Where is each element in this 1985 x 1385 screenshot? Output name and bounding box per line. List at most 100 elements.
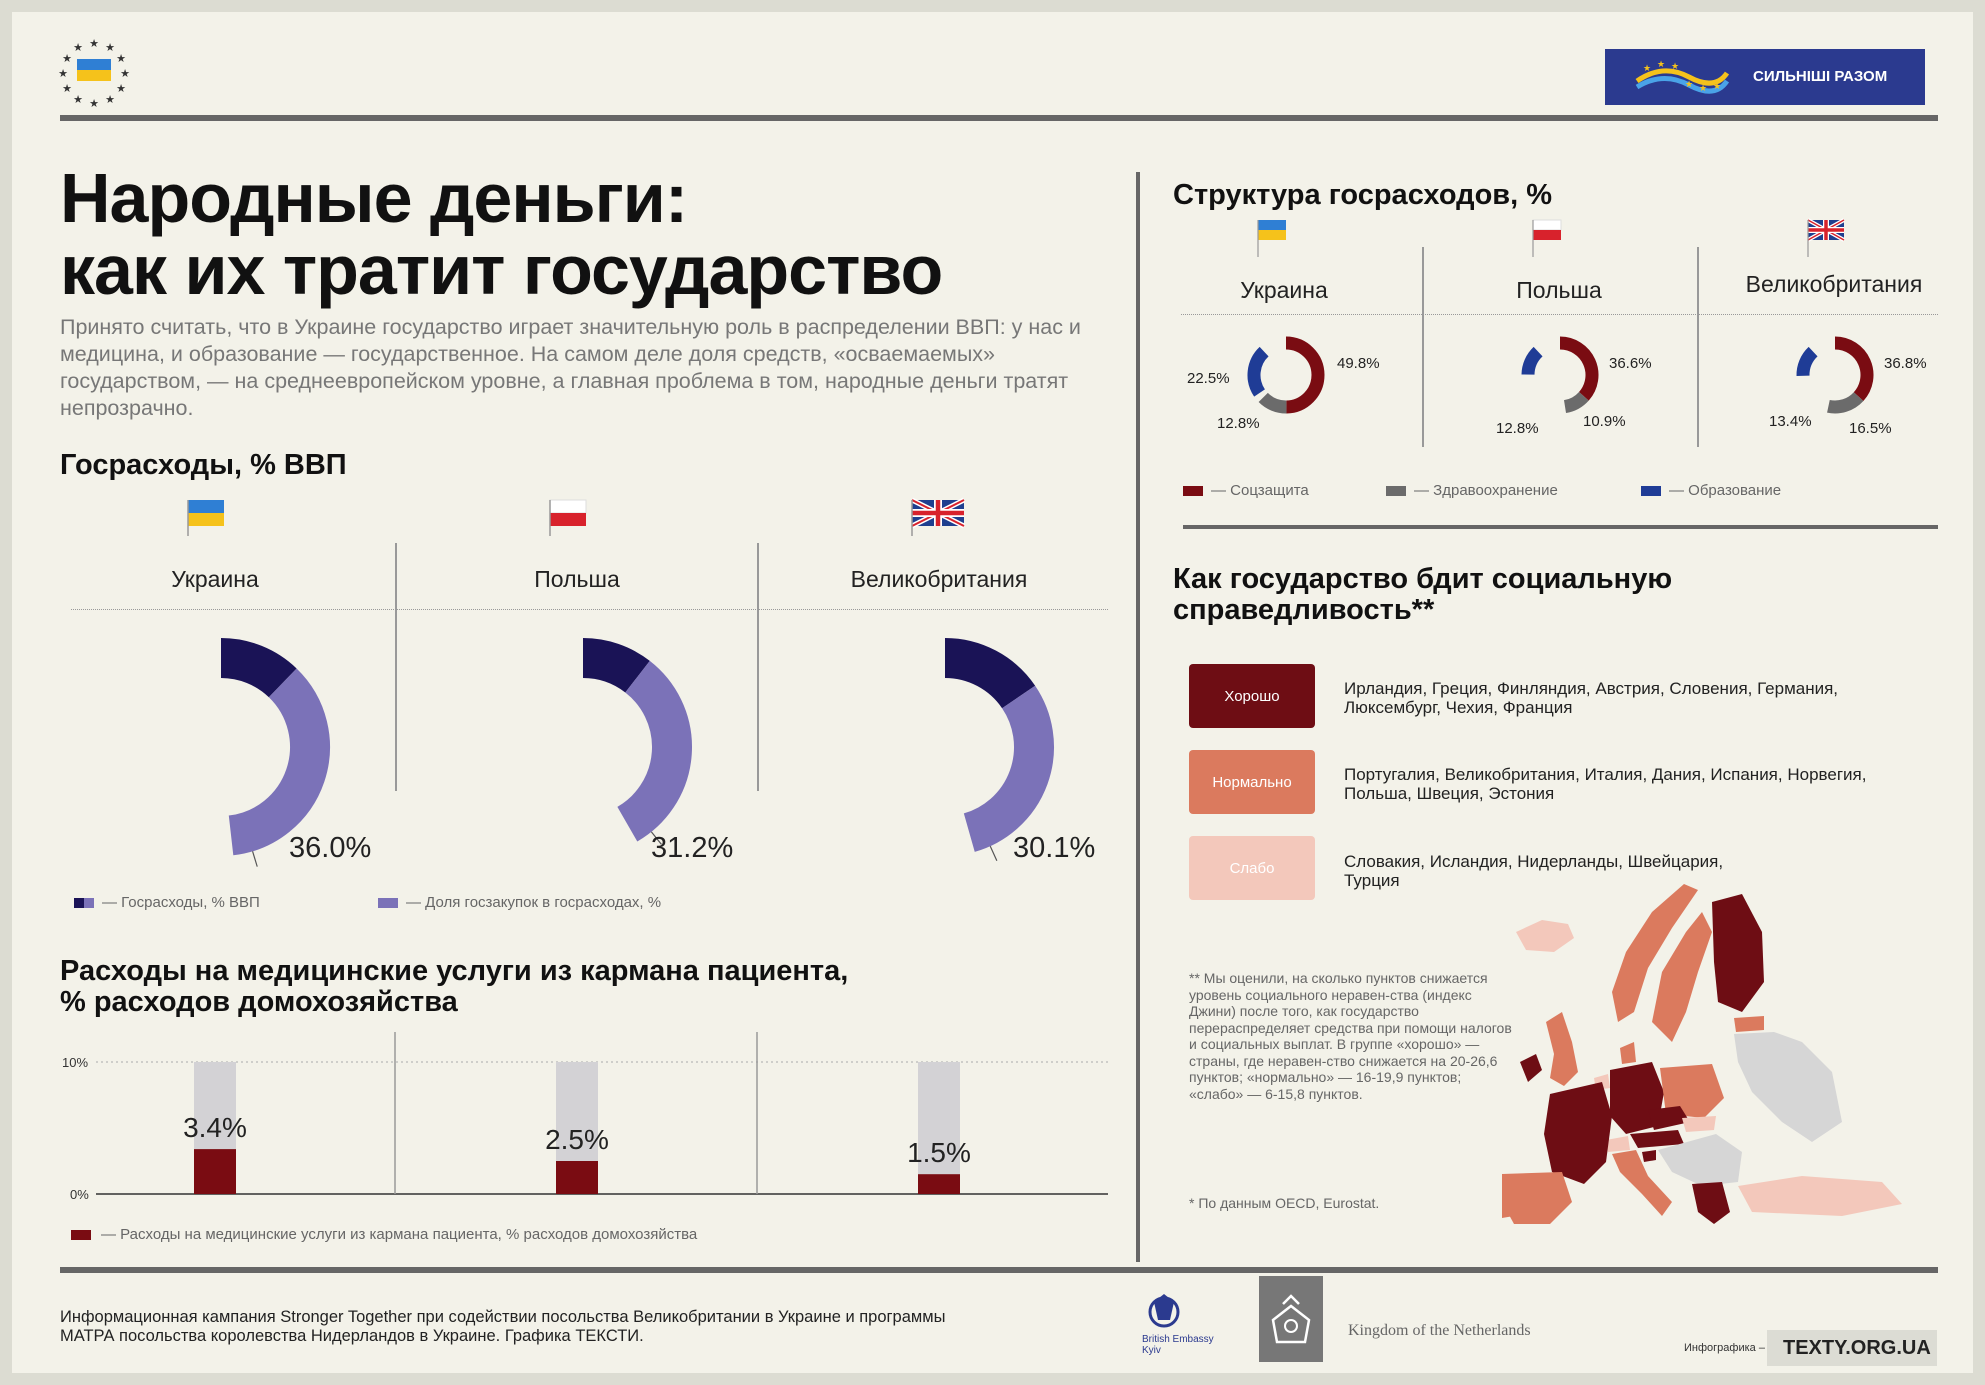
legend-swatch — [74, 897, 94, 908]
svg-text:★: ★ — [1713, 81, 1721, 91]
svg-text:★: ★ — [1657, 59, 1665, 69]
uk-flag-small-icon — [1807, 218, 1845, 257]
svg-text:★: ★ — [1671, 61, 1679, 71]
structure-bottom-divider — [1183, 525, 1938, 529]
top-divider — [60, 115, 1938, 121]
structure-segment-health — [1258, 392, 1287, 414]
gdp-spending-title: Госрасходы, % ВВП — [60, 449, 347, 481]
donut-leader-line — [252, 851, 258, 867]
oop-bar-value — [918, 1174, 960, 1194]
structure-country-poland: Польша — [1516, 277, 1602, 303]
svg-text:★: ★ — [89, 38, 99, 50]
infographic-credit-label: Инфографика – — [1684, 1342, 1765, 1354]
structure-country-ukraine: Украина — [1240, 277, 1328, 303]
ua-soc-label: 49.8% — [1337, 355, 1380, 372]
oop-bar-value-label: 1.5% — [907, 1137, 971, 1168]
gb-health-label: 16.5% — [1849, 420, 1892, 437]
svg-text:★: ★ — [1685, 79, 1693, 89]
oop-title: Расходы на медицинские услуги из кармана… — [60, 955, 849, 1018]
gdp-legend-procurement: — Доля госзакупок в госрасходах, % — [378, 894, 661, 911]
gdp-column-divider-2 — [757, 543, 759, 791]
structure-donut-poland — [1521, 336, 1599, 414]
methodology-note: ** Мы оценили, на сколько пунктов снижае… — [1189, 970, 1512, 1102]
oop-bar-chart: 10% 0% 3.4% 2.5% 1.5% — [62, 1032, 1108, 1202]
svg-text:★: ★ — [73, 94, 83, 106]
donut-segment-spending — [582, 638, 650, 693]
poland-flag-icon — [549, 499, 587, 536]
legend-swatch — [378, 897, 398, 908]
infographic-sheet: ★ ★ ★ ★ ★ ★ ★ ★ ★ ★ ★ ★ ★ ★ ★ ★ ★ ★ СИЛЬНІШІ… — [12, 12, 1973, 1373]
svg-text:★: ★ — [89, 98, 99, 108]
campaign-badge: ★ ★ ★ ★ ★ ★ СИЛЬНІШІ РАЗОМ — [1605, 49, 1925, 105]
structure-donut-uk — [1796, 336, 1874, 414]
main-vertical-divider — [1136, 172, 1140, 1262]
british-embassy-label: British Embassy Kyiv — [1142, 1334, 1214, 1356]
rating-normal-badge: Нормально — [1189, 750, 1315, 814]
rating-weak-badge: Слабо — [1189, 836, 1315, 900]
structure-title: Структура госрасходов, % — [1173, 179, 1553, 211]
netherlands-crest-icon — [1271, 1294, 1311, 1344]
bottom-divider — [60, 1267, 1938, 1273]
intro-paragraph: Принято считать, что в Украине государст… — [60, 315, 1081, 420]
structure-segment-socpro — [1285, 336, 1325, 414]
svg-text:★: ★ — [105, 94, 115, 106]
oop-bar-value — [556, 1161, 598, 1194]
pl-health-label: 10.9% — [1583, 413, 1626, 430]
stars-flag-icon: ★ ★ ★ ★ ★ ★ — [1635, 59, 1729, 94]
gdp-donut-ukraine — [220, 638, 330, 867]
gdp-country-uk: Великобритания — [850, 566, 1028, 592]
social-title: Как государство бдит социальную справедл… — [1173, 563, 1673, 626]
rating-good-countries: Ирландия, Греция, Финляндия, Австрия, Сл… — [1344, 679, 1839, 717]
legend-swatch — [1183, 485, 1203, 496]
rating-normal-countries: Португалия, Великобритания, Италия, Дани… — [1344, 765, 1867, 803]
legend-swatch — [1641, 485, 1661, 496]
structure-segment-education — [1521, 346, 1543, 376]
donut-segment-procurement — [616, 660, 692, 842]
svg-text:★: ★ — [1643, 63, 1651, 73]
texty-logo-text: TEXTY.ORG.UA — [1783, 1337, 1931, 1359]
oop-ytick-0: 0% — [70, 1187, 89, 1202]
structure-segment-education — [1796, 346, 1818, 377]
structure-donut-ukraine — [1247, 336, 1325, 414]
gdp-column-divider-1 — [395, 543, 397, 791]
oop-bar-value-label: 2.5% — [545, 1124, 609, 1155]
structure-segment-education — [1247, 346, 1269, 397]
svg-text:★: ★ — [120, 68, 130, 80]
pl-soc-label: 36.6% — [1609, 355, 1652, 372]
donut-leader-line — [650, 831, 662, 845]
gdp-country-ukraine: Украина — [171, 566, 259, 592]
texty-badge: TEXTY.ORG.UA — [1767, 1330, 1937, 1366]
rating-weak-countries: Словакия, Исландия, Нидерланды, Швейцари… — [1344, 852, 1724, 890]
oop-bar-background — [918, 1062, 960, 1194]
donut-segment-spending — [944, 638, 1036, 709]
netherlands-crest-box — [1259, 1276, 1323, 1362]
donut-segment-procurement — [228, 668, 330, 856]
source-note: * По данным OECD, Eurostat. — [1189, 1195, 1380, 1211]
gdp-legend-spending: — Госрасходы, % ВВП — [74, 894, 260, 911]
svg-text:★: ★ — [62, 53, 72, 65]
gdp-donut-uk — [944, 638, 1054, 861]
structure-segment-socpro — [1559, 336, 1599, 401]
structure-column-divider-2 — [1697, 247, 1699, 447]
gb-edu-label: 13.4% — [1769, 413, 1812, 430]
gb-soc-label: 36.8% — [1884, 355, 1927, 372]
structure-country-uk: Великобритания — [1745, 271, 1923, 297]
svg-text:★: ★ — [116, 83, 126, 95]
gdp-dotted-divider — [71, 609, 1108, 610]
svg-text:★: ★ — [116, 53, 126, 65]
ukraine-flag-icon — [187, 500, 224, 536]
pl-edu-label: 12.8% — [1496, 420, 1539, 437]
uk-flag-icon — [910, 497, 966, 536]
page-title: Народные деньги: как их тратит государст… — [60, 159, 943, 309]
netherlands-label: Kingdom of the Netherlands — [1348, 1322, 1531, 1339]
svg-text:★: ★ — [105, 42, 115, 54]
oop-bar-value-label: 3.4% — [183, 1112, 247, 1143]
structure-segment-health — [1563, 391, 1589, 414]
structure-legend-socpro: — Соцзащита — [1183, 482, 1309, 499]
gdp-value-label-ukraine: 36.0% — [289, 832, 372, 864]
structure-segment-socpro — [1834, 336, 1874, 401]
donut-segment-spending — [220, 638, 297, 698]
structure-legend-health: — Здравоохранение — [1386, 482, 1558, 499]
donut-segment-procurement — [963, 685, 1054, 852]
oop-legend: — Расходы на медицинские услуги из карма… — [71, 1226, 697, 1243]
